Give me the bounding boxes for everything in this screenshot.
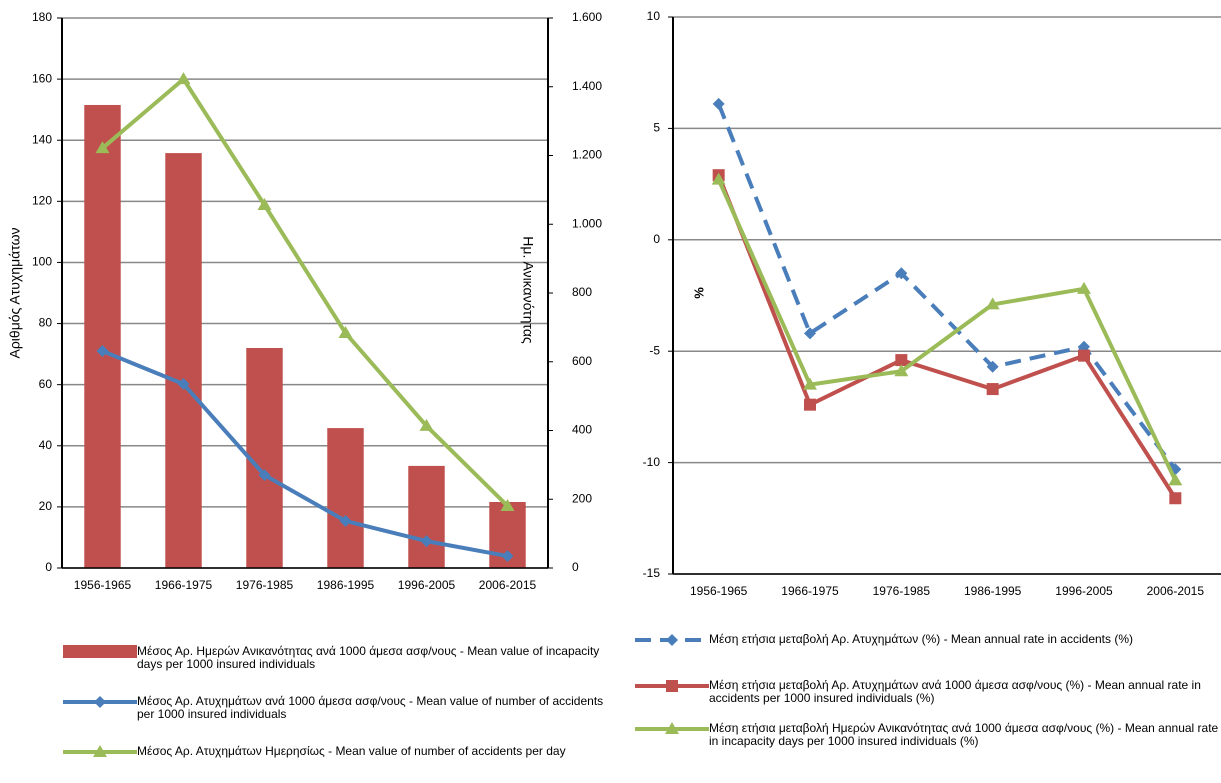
marker [419,418,434,431]
x-tick-label: 1986-1995 [317,578,375,592]
legend-label: Μέσος Αρ. Ατυχημάτων ανά 1000 άμεσα ασφ/… [137,694,604,721]
x-tick-label: 1956-1965 [74,578,132,592]
y2-tick-label: 0 [572,560,579,574]
y2-tick-label: 1.400 [572,79,602,93]
legend-marker [666,680,678,692]
marker [895,354,908,367]
legend-label: Μέση ετήσια μεταβολή Αρ. Ατυχημάτων ανά … [709,678,1201,705]
marker [1078,349,1090,362]
bar [327,428,364,568]
marker [986,383,999,396]
marker [895,267,908,280]
legend-marker [665,722,679,734]
x-tick-label: 1956-1965 [690,584,748,598]
marker [804,398,816,411]
legend-marker [666,634,678,646]
marker [420,535,433,548]
line [716,178,1178,482]
y-tick-label: 5 [653,121,660,135]
marker [500,498,515,511]
y2-tick-label: 400 [572,423,592,437]
marker [177,378,190,391]
y-tick-label: 0 [45,560,52,574]
line [101,77,509,508]
y-tick-label: 100 [32,255,52,269]
y2-tick-label: 1.200 [572,148,602,162]
y2-tick-label: 600 [572,354,592,368]
y-axis-title: % [691,287,706,299]
marker [711,172,726,185]
marker [804,327,816,340]
y2-tick-label: 1.000 [572,216,602,230]
y-tick-label: 40 [39,438,53,452]
y-tick-label: -5 [649,343,660,357]
x-tick-label: 1976-1985 [236,578,294,592]
marker [712,97,725,110]
y-tick-label: 60 [39,377,53,391]
x-tick-label: 2006-2015 [479,578,537,592]
y2-tick-label: 1.600 [572,10,602,24]
y-tick-label: 120 [32,194,52,208]
y-tick-label: 10 [647,9,661,23]
x-tick-label: 1966-1975 [781,584,839,598]
marker [338,326,353,339]
marker [894,364,909,377]
bar [246,348,283,568]
x-tick-label: 1996-2005 [398,578,456,592]
y2-axis-title: Ημ. Ανικανότητας [520,236,536,344]
legend-swatch [63,645,137,658]
x-tick-label: 1986-1995 [964,584,1022,598]
bar [165,153,202,568]
y-tick-label: 20 [39,499,53,513]
marker [258,469,271,482]
marker [986,360,999,373]
bar [84,104,121,568]
y-tick-label: 0 [653,232,660,246]
x-tick-label: 1976-1985 [873,584,931,598]
marker [985,297,1000,310]
y-tick-label: 140 [32,132,52,146]
line [716,174,1178,500]
marker [1168,473,1183,486]
marker [339,514,352,527]
bar [408,465,445,568]
y-tick-label: 160 [32,71,52,85]
marker [501,550,514,563]
legend-label: Μέση ετήσια μεταβολή Ημερών Ανικανότητας… [709,721,1219,748]
legend-marker [94,696,106,708]
y-tick-label: 80 [39,316,53,330]
y2-tick-label: 200 [572,491,592,505]
marker [803,377,817,390]
x-tick-label: 1996-2005 [1055,584,1113,598]
legend-label: Μέσος Αρ. Ημερών Ανικανότητας ανά 1000 ά… [137,644,600,671]
y-tick-label: 180 [32,10,52,24]
marker [96,345,109,358]
y-tick-label: -15 [643,566,661,580]
legend-label: Μέση ετήσια μεταβολή Αρ. Ατυχημάτων (%) … [709,632,1133,646]
line [101,349,508,559]
marker [176,72,191,85]
marker [257,198,272,210]
x-tick-label: 1966-1975 [155,578,213,592]
line [716,103,1177,471]
y-axis-title: Αριθμός Ατυχημάτων [7,228,23,359]
marker [1077,281,1091,294]
x-tick-label: 2006-2015 [1147,584,1205,598]
marker [1169,492,1182,505]
marker [95,141,110,154]
legend-marker [93,745,107,757]
y2-tick-label: 800 [572,285,592,299]
legend-label: Μέσος Αρ. Ατυχημάτων Ημερησίως - Mean va… [137,744,566,758]
y-tick-label: -10 [643,455,661,469]
